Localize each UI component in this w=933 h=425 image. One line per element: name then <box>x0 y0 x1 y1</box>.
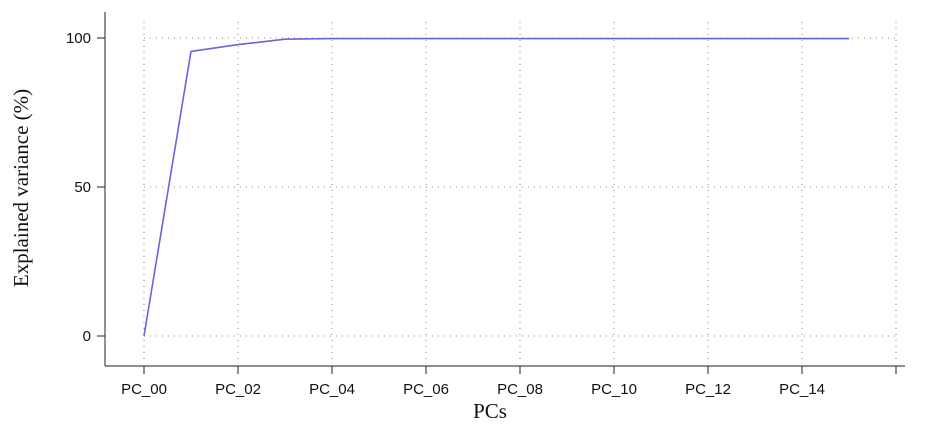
x-tick-label: PC_04 <box>309 381 355 398</box>
tick-labels: 0 50 100 PC_00 PC_02 PC_04 PC_06 PC_08 PC_10 PC_1… <box>66 30 825 398</box>
x-tick-label: PC_08 <box>497 381 543 398</box>
x-axis-title: PCs <box>473 399 507 423</box>
y-axis-title: Explained variance (%) <box>9 89 33 287</box>
axes <box>97 12 905 374</box>
x-tick-label: PC_14 <box>779 381 825 398</box>
x-tick-label: PC_10 <box>591 381 637 398</box>
x-tick-label: PC_12 <box>685 381 731 398</box>
y-tick-label: 100 <box>66 30 91 47</box>
y-tick-label: 0 <box>83 328 91 345</box>
gridlines <box>143 22 900 364</box>
y-tick-label: 50 <box>74 179 91 196</box>
x-tick-label: PC_00 <box>121 381 167 398</box>
series-line <box>143 37 849 337</box>
x-tick-label: PC_02 <box>215 381 261 398</box>
x-tick-label: PC_06 <box>403 381 449 398</box>
series-lines <box>143 37 849 337</box>
